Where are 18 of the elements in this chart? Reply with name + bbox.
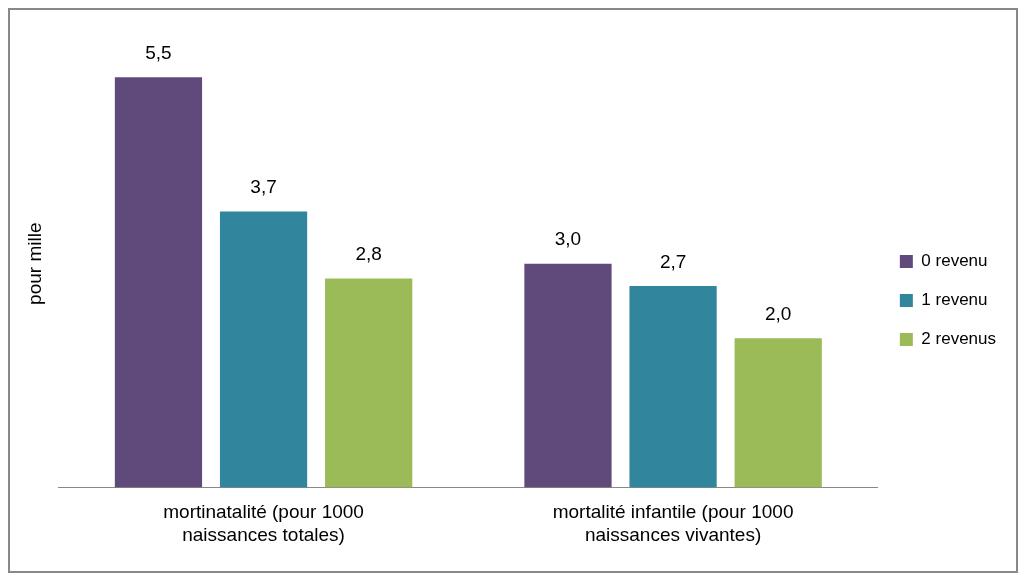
bar: [734, 338, 822, 488]
x-tick-label: mortalité infantile (pour 1000 naissances vivantes): [552, 501, 794, 545]
bar: [524, 263, 612, 488]
legend-label: 0 revenu: [921, 251, 988, 271]
data-label: 3,7: [250, 176, 277, 198]
legend-label: 1 revenu: [921, 290, 988, 310]
bar: [219, 211, 308, 488]
bar: [114, 77, 203, 488]
data-label: 2,0: [764, 303, 792, 324]
data-label: 2,7: [659, 250, 687, 272]
x-tick-label: mortinatalité (pour 1000 naissances totales): [163, 501, 364, 545]
bar: [629, 286, 717, 488]
data-label: 3,0: [554, 228, 582, 250]
data-label: 2,8: [355, 243, 382, 265]
data-label: 5,5: [145, 42, 172, 64]
legend-label: 2 revenus: [921, 329, 997, 349]
y-axis-title: pour mille: [23, 222, 45, 305]
bar: [325, 278, 413, 488]
